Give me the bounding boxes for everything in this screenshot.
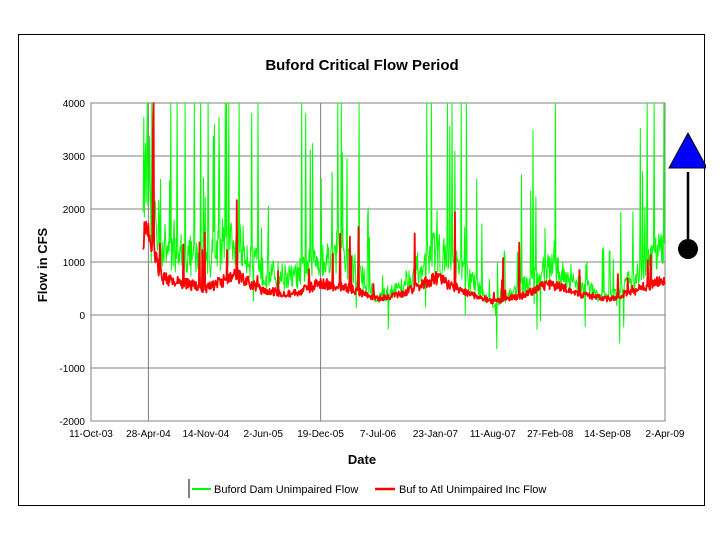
annotation-marker	[668, 131, 706, 259]
x-tick-label: 2-Jun-05	[243, 429, 283, 440]
x-tick-label: 7-Jul-06	[360, 429, 397, 440]
x-tick-label: 19-Dec-05	[297, 429, 344, 440]
y-tick-label: -1000	[59, 364, 85, 375]
series-line-buford-dam	[142, 102, 666, 350]
x-tick-label: 14-Nov-04	[182, 429, 229, 440]
y-axis-title: Flow in CFS	[35, 227, 50, 302]
legend-label-green: Buford Dam Unimpaired Flow	[214, 484, 358, 496]
y-tick-label: 1000	[63, 258, 86, 269]
x-tick-label: 11-Oct-03	[69, 429, 113, 440]
x-tick-labels: 11-Oct-03 28-Apr-04 14-Nov-04 2-Jun-05 19-De…	[69, 429, 685, 440]
series-line-buf-to-atl	[142, 102, 666, 305]
x-tick-label: 28-Apr-04	[126, 429, 171, 440]
x-tick-label: 2-Apr-09	[646, 429, 685, 440]
chart-svg: Buford Critical Flow Period 4000 3000 2000…	[35, 57, 706, 498]
x-tick-label: 23-Jan-07	[413, 429, 458, 440]
x-tick-label: 11-Aug-07	[470, 429, 516, 440]
y-tick-label: 0	[79, 311, 85, 322]
annotation-dot	[678, 239, 698, 259]
y-tick-label: 2000	[63, 205, 86, 216]
x-tick-label: 14-Sep-08	[584, 429, 631, 440]
series-layer	[142, 102, 666, 350]
legend-label-red: Buf to Atl Unimpaired Inc Flow	[399, 484, 546, 496]
chart-title: Buford Critical Flow Period	[265, 57, 458, 74]
legend: Buford Dam Unimpaired Flow Buf to Atl Un…	[188, 479, 546, 498]
y-tick-label: 3000	[63, 152, 86, 163]
x-tick-label: 27-Feb-08	[527, 429, 574, 440]
y-tick-label: 4000	[63, 99, 86, 110]
y-tick-label: -2000	[59, 417, 85, 428]
x-axis-title: Date	[348, 452, 376, 467]
annotation-triangle	[668, 131, 706, 169]
chart-frame: Buford Critical Flow Period 4000 3000 2000…	[18, 34, 706, 506]
y-tick-labels: 4000 3000 2000 1000 0 -1000 -2000	[59, 99, 85, 428]
